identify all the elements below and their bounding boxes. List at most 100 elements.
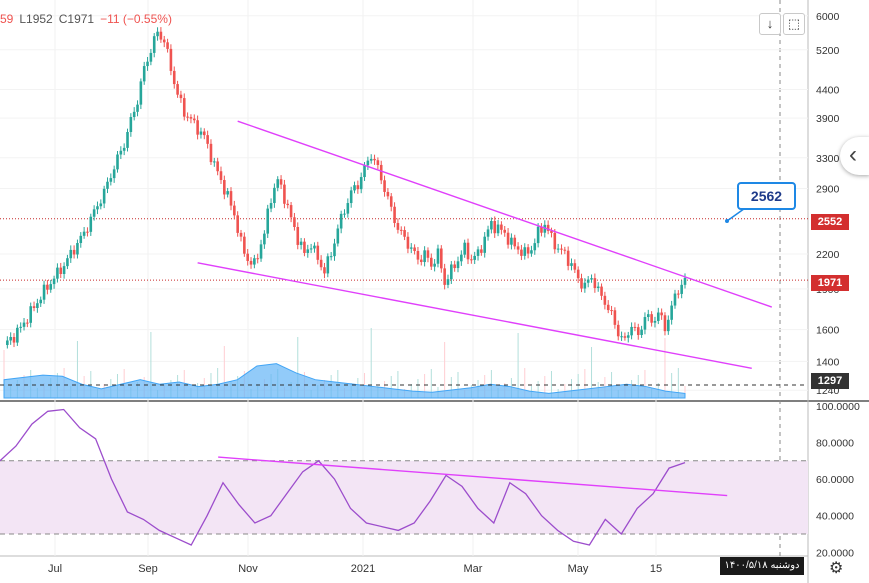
candle-body[interactable] — [303, 241, 306, 253]
candle-body[interactable] — [503, 229, 507, 233]
candle-body[interactable] — [663, 315, 667, 332]
candle-body[interactable] — [399, 229, 403, 231]
candle-body[interactable] — [9, 337, 12, 341]
candle-body[interactable] — [243, 236, 246, 254]
candle-body[interactable] — [72, 249, 76, 255]
candle-body[interactable] — [683, 277, 687, 285]
candle-body[interactable] — [102, 188, 106, 204]
candle-body[interactable] — [249, 260, 253, 265]
candle-body[interactable] — [500, 224, 503, 230]
candle-body[interactable] — [470, 259, 473, 261]
candle-body[interactable] — [667, 319, 670, 332]
candle-body[interactable] — [213, 161, 216, 163]
candle-body[interactable] — [283, 184, 286, 204]
candle-body[interactable] — [289, 205, 293, 218]
candle-body[interactable] — [413, 247, 416, 251]
download-button[interactable]: ↓ — [759, 13, 781, 35]
candle-body[interactable] — [433, 263, 436, 267]
rsi-trendline[interactable] — [218, 456, 728, 497]
candle-body[interactable] — [159, 31, 163, 40]
candle-body[interactable] — [316, 245, 320, 260]
candle-body[interactable] — [526, 247, 530, 254]
candle-body[interactable] — [42, 284, 46, 300]
candle-body[interactable] — [386, 191, 390, 197]
candle-body[interactable] — [32, 306, 36, 309]
candle-body[interactable] — [640, 329, 643, 336]
candle-body[interactable] — [296, 227, 300, 245]
candle-body[interactable] — [353, 185, 356, 191]
side-panel-toggle[interactable]: ‹ — [840, 137, 869, 175]
candle-body[interactable] — [49, 284, 53, 290]
candle-body[interactable] — [366, 160, 370, 166]
candle-body[interactable] — [36, 303, 39, 309]
candle-body[interactable] — [329, 256, 333, 258]
candle-body[interactable] — [339, 213, 343, 229]
candle-body[interactable] — [396, 223, 400, 230]
candle-body[interactable] — [463, 242, 466, 255]
candle-body[interactable] — [369, 158, 373, 161]
candle-body[interactable] — [309, 248, 313, 250]
candle-body[interactable] — [520, 249, 523, 256]
candle-body[interactable] — [92, 209, 96, 217]
candle-body[interactable] — [636, 327, 640, 336]
candle-body[interactable] — [506, 232, 510, 245]
candle-body[interactable] — [172, 70, 176, 85]
candle-body[interactable] — [263, 233, 266, 245]
candle-body[interactable] — [480, 249, 483, 253]
candle-body[interactable] — [273, 187, 276, 204]
candle-body[interactable] — [152, 36, 156, 53]
candle-body[interactable] — [216, 161, 219, 172]
candle-body[interactable] — [373, 158, 376, 161]
candle-body[interactable] — [383, 180, 386, 192]
gear-icon[interactable]: ⚙ — [829, 560, 844, 577]
candle-body[interactable] — [256, 258, 260, 260]
candle-body[interactable] — [419, 259, 423, 263]
candle-body[interactable] — [536, 226, 540, 244]
candle-body[interactable] — [209, 143, 213, 163]
candle-body[interactable] — [583, 282, 587, 289]
candle-body[interactable] — [650, 314, 653, 323]
candle-body[interactable] — [510, 237, 513, 245]
candle-body[interactable] — [279, 179, 283, 185]
candle-body[interactable] — [630, 326, 633, 336]
candle-body[interactable] — [162, 39, 166, 43]
candle-body[interactable] — [156, 31, 159, 37]
candle-body[interactable] — [349, 190, 353, 204]
candle-body[interactable] — [606, 304, 610, 311]
candle-body[interactable] — [99, 203, 103, 207]
candle-body[interactable] — [122, 147, 126, 151]
candle-body[interactable] — [653, 320, 657, 323]
candle-body[interactable] — [543, 224, 547, 233]
candle-body[interactable] — [460, 254, 463, 262]
candle-body[interactable] — [246, 253, 249, 261]
candle-body[interactable] — [620, 336, 623, 338]
candle-body[interactable] — [540, 226, 543, 233]
candle-body[interactable] — [326, 256, 330, 274]
candle-body[interactable] — [259, 244, 263, 259]
candle-body[interactable] — [269, 203, 273, 209]
price-trendline[interactable] — [197, 262, 752, 369]
candle-body[interactable] — [86, 231, 89, 233]
candle-body[interactable] — [179, 94, 183, 99]
price-trendline[interactable] — [237, 120, 773, 308]
candle-body[interactable] — [196, 120, 199, 135]
candle-body[interactable] — [223, 180, 226, 195]
candle-body[interactable] — [379, 164, 383, 181]
candle-body[interactable] — [436, 248, 440, 264]
candle-body[interactable] — [253, 258, 256, 265]
candle-body[interactable] — [593, 278, 597, 289]
candle-body[interactable] — [626, 335, 630, 338]
candle-body[interactable] — [530, 250, 533, 254]
candle-body[interactable] — [189, 117, 193, 119]
candle-body[interactable] — [656, 312, 660, 321]
candle-body[interactable] — [429, 257, 433, 267]
candle-body[interactable] — [343, 213, 346, 215]
candle-body[interactable] — [570, 263, 573, 266]
candle-body[interactable] — [363, 165, 366, 178]
candle-body[interactable] — [613, 310, 617, 325]
candle-body[interactable] — [313, 245, 316, 249]
candle-body[interactable] — [26, 322, 29, 324]
candle-body[interactable] — [132, 111, 136, 118]
candle-body[interactable] — [603, 295, 607, 305]
candle-body[interactable] — [229, 191, 233, 206]
